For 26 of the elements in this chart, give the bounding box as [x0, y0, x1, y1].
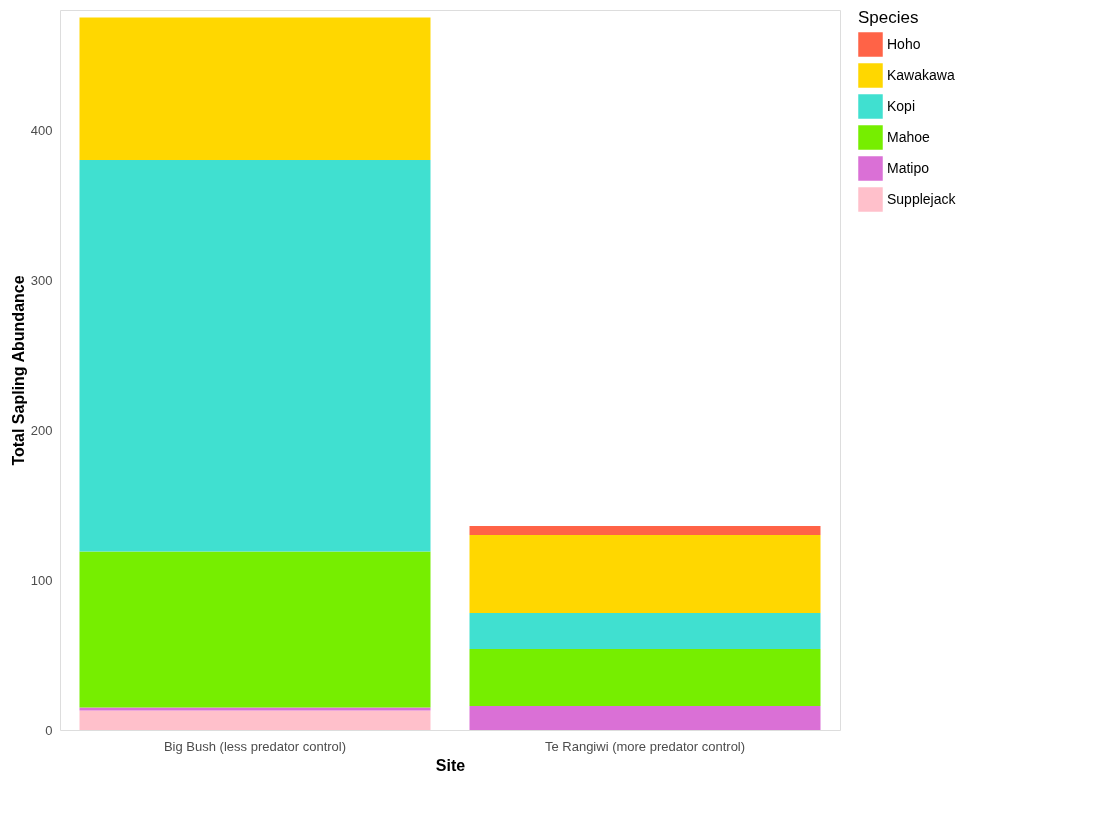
bar: [469, 649, 821, 706]
legend-title: Species: [858, 8, 919, 27]
bar: [469, 526, 821, 535]
bar: [79, 160, 431, 552]
legend-label: Kawakawa: [887, 66, 955, 83]
y-tick-label: 0: [45, 722, 53, 738]
x-tick-label: Te Rangiwi (more predator control): [544, 738, 746, 754]
bar: [469, 535, 821, 613]
bar: [79, 551, 431, 708]
x-tick-label: Big Bush (less predator control): [163, 738, 347, 754]
bar: [469, 706, 821, 730]
y-tick-label: 300: [30, 272, 53, 288]
bar: [79, 17, 431, 160]
y-tick-label: 100: [30, 572, 53, 588]
y-axis-title: Total Sapling Abundance: [9, 275, 27, 466]
bar: [79, 707, 431, 711]
legend-label: Hoho: [887, 35, 921, 52]
y-tick-label: 200: [30, 422, 53, 438]
legend-label: Matipo: [887, 159, 930, 176]
x-axis-title: Site: [435, 756, 466, 774]
y-tick-label: 400: [30, 122, 53, 138]
bar: [469, 613, 821, 649]
legend-label: Supplejack: [887, 190, 957, 207]
bar: [79, 710, 431, 730]
legend-label: Kopi: [887, 97, 916, 114]
legend-label: Mahoe: [887, 128, 931, 145]
